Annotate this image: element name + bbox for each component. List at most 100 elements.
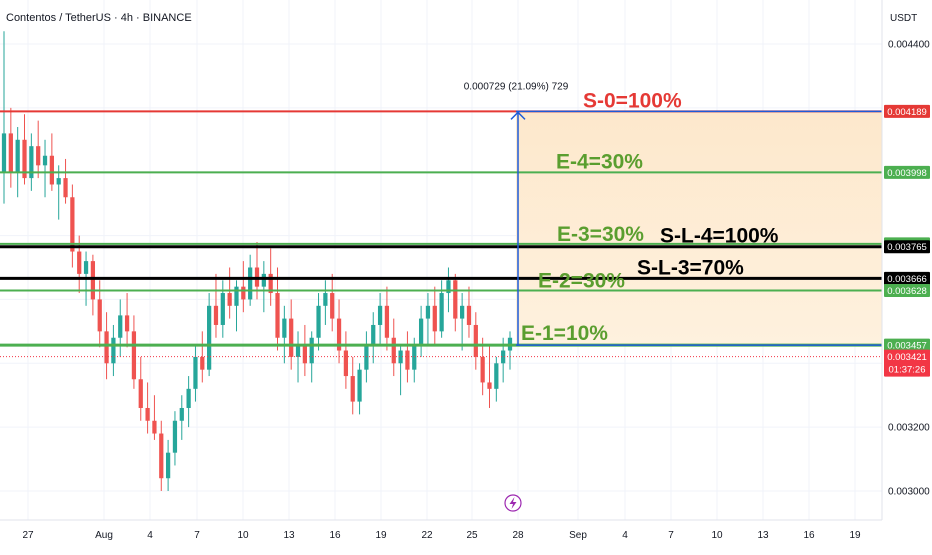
- candle-body: [446, 280, 451, 294]
- level-label-e1: E-1=10%: [521, 322, 608, 345]
- candle: [186, 376, 191, 428]
- time-tick-label: 4: [622, 530, 628, 541]
- price-badge-text: 0.003998: [887, 168, 927, 179]
- lightning-icon[interactable]: [504, 494, 522, 512]
- candle: [480, 337, 485, 396]
- candle: [371, 312, 376, 364]
- candle: [309, 331, 314, 383]
- candle: [36, 120, 41, 179]
- candle-body: [1, 133, 7, 172]
- candle-body: [425, 305, 431, 319]
- candle-body: [460, 305, 465, 319]
- candle: [159, 420, 164, 491]
- candle-body: [480, 356, 485, 383]
- candle: [145, 382, 150, 434]
- price-badge-sl3: 0.003666: [884, 271, 930, 285]
- candle-body: [220, 293, 225, 325]
- price-badge-text: 0.003457: [887, 341, 927, 352]
- price-badge-s0: 0.004189: [884, 104, 930, 118]
- candle-body: [418, 318, 424, 345]
- candle: [138, 356, 143, 421]
- candle: [377, 293, 383, 345]
- candle: [227, 267, 232, 319]
- candle: [29, 133, 34, 191]
- candle: [241, 261, 246, 313]
- level-label-e2: E-2=30%: [538, 269, 625, 292]
- candle: [460, 293, 465, 351]
- price-badge-text: 0.003666: [887, 274, 927, 285]
- candle-body: [343, 350, 349, 377]
- candle: [261, 261, 266, 313]
- candle-body: [29, 146, 34, 179]
- candle-body: [316, 305, 321, 338]
- candle: [282, 305, 287, 364]
- candle-body: [248, 267, 253, 300]
- candle: [165, 439, 171, 491]
- level-label-s0: S-0=100%: [583, 89, 682, 112]
- time-tick-label: 16: [329, 530, 341, 541]
- candle: [398, 344, 403, 396]
- measure-tool[interactable]: 0.000729 (21.09%) 729: [464, 81, 569, 346]
- candle: [466, 286, 472, 338]
- candle-body: [336, 318, 342, 351]
- candle: [425, 293, 431, 345]
- candle-body: [377, 305, 383, 325]
- time-tick-label: 13: [283, 530, 295, 541]
- candle: [49, 133, 54, 191]
- candle: [200, 331, 205, 383]
- price-badge-bg: [884, 104, 930, 118]
- candle-body: [323, 293, 328, 306]
- time-tick-label: 10: [237, 530, 249, 541]
- candle-body: [227, 293, 232, 306]
- candle: [90, 254, 96, 316]
- candle-body: [131, 331, 137, 380]
- candle-body: [200, 356, 205, 370]
- candle-body: [152, 420, 157, 434]
- candle: [248, 254, 253, 306]
- price-badge-e4: 0.003998: [884, 165, 930, 179]
- price-tick-label: 0.003000: [888, 487, 930, 498]
- candle: [8, 107, 13, 188]
- candle-body: [309, 337, 314, 364]
- candle: [118, 299, 123, 357]
- candle-body: [289, 318, 294, 357]
- candle: [234, 280, 239, 332]
- candle-body: [234, 286, 239, 306]
- price-badge-sl4: 0.003765: [884, 240, 930, 254]
- candle-body: [405, 350, 410, 370]
- candle: [453, 273, 458, 332]
- candle-body: [391, 337, 396, 364]
- candle-body: [49, 155, 54, 185]
- price-badge-bg: [884, 271, 930, 285]
- candle-body: [487, 382, 492, 389]
- price-axis-background: [882, 0, 932, 520]
- price-badge-bg: [884, 240, 930, 254]
- price-badge-e1: 0.003457: [884, 338, 930, 352]
- time-tick-label: 7: [668, 530, 674, 541]
- candle-body: [179, 407, 184, 421]
- time-tick-label: 19: [849, 530, 861, 541]
- time-axis[interactable]: 27 Aug 4 7 10 13 16 19 22 25 28 Sep 4 7 10 13 16 19: [0, 519, 932, 550]
- candle: [391, 318, 396, 377]
- candle-body: [159, 433, 164, 479]
- candle-body: [241, 286, 246, 300]
- candle: [432, 286, 437, 345]
- candle-body: [473, 324, 478, 357]
- candle-body: [111, 337, 116, 364]
- candle-body: [282, 318, 287, 338]
- candle: [494, 356, 499, 402]
- candle: [336, 299, 342, 364]
- candle: [131, 315, 137, 389]
- candle-body: [77, 251, 82, 274]
- candle: [418, 305, 424, 357]
- candle: [323, 280, 328, 325]
- candle-body: [261, 273, 266, 287]
- candle-body: [8, 133, 13, 172]
- candle: [70, 184, 75, 268]
- candle: [193, 344, 198, 402]
- level-label-e4: E-4=30%: [556, 150, 643, 173]
- candle: [77, 235, 82, 294]
